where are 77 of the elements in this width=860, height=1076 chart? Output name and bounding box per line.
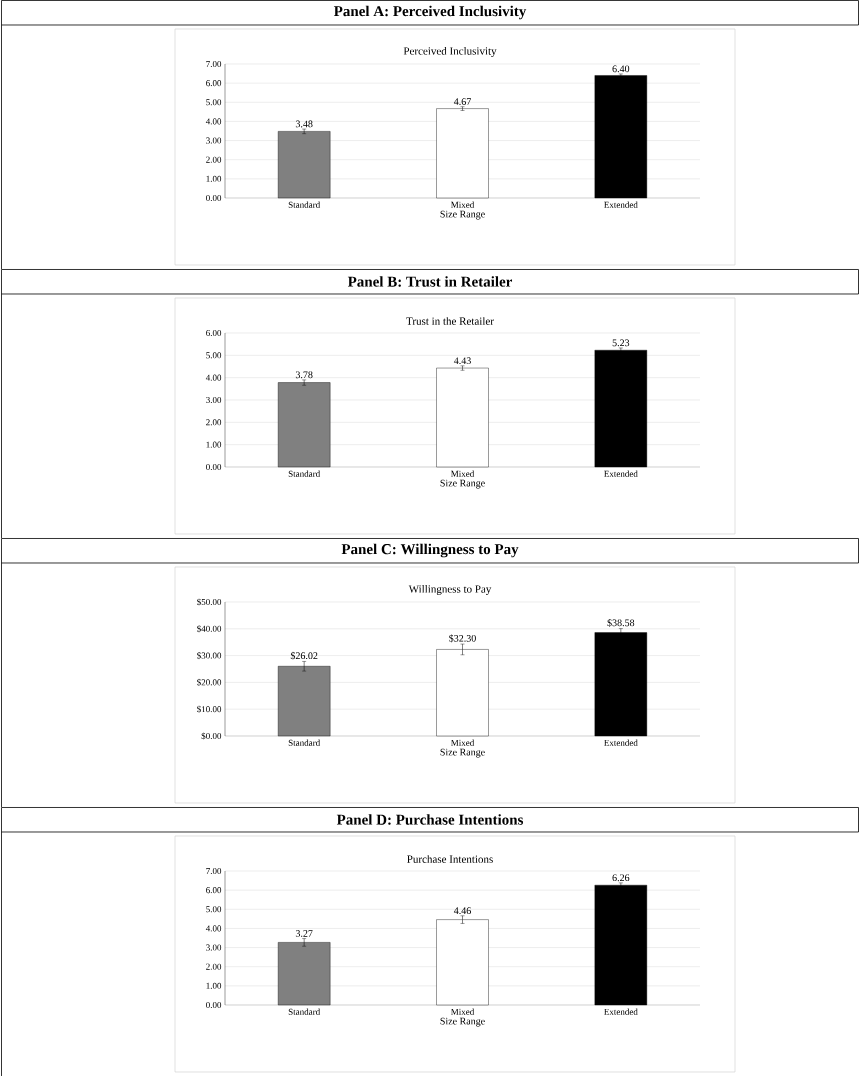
- x-tick-label: Mixed: [451, 739, 475, 746]
- data-label: 5.23: [612, 339, 630, 347]
- y-tick-label: 7.00: [206, 867, 222, 875]
- y-tick-label: 4.00: [205, 374, 222, 381]
- y-tick-label: $20.00: [197, 678, 222, 686]
- data-label: $32.30: [449, 634, 476, 643]
- data-label: 4.43: [453, 357, 471, 365]
- x-tick-label: Standard: [288, 201, 321, 208]
- bar: [277, 131, 331, 199]
- x-tick-label: Standard: [288, 739, 321, 746]
- y-tick-label: $50.00: [197, 598, 222, 606]
- data-label: $26.02: [290, 651, 318, 660]
- y-tick-label: 0.00: [206, 1001, 222, 1009]
- x-axis-title: Size Range: [440, 479, 485, 489]
- y-tick-label: 6.00: [206, 887, 222, 894]
- x-tick-label: Extended: [604, 739, 638, 746]
- data-label: 4.46: [453, 907, 471, 915]
- data-label: 6.40: [612, 65, 630, 73]
- y-tick-label: $0.00: [201, 732, 222, 740]
- data-label: 4.67: [453, 98, 471, 105]
- bar: [436, 649, 489, 737]
- y-tick-label: 1.00: [206, 982, 222, 989]
- y-tick-label: 3.00: [206, 137, 222, 144]
- chart-title: Panel A: Perceived Inclusivity: [333, 5, 527, 20]
- data-label: 3.78: [295, 371, 313, 379]
- y-tick-label: 6.00: [206, 80, 222, 87]
- y-tick-label: 5.00: [206, 906, 222, 913]
- chart-title: Panel C: Willingness to Pay: [341, 543, 519, 558]
- y-tick-label: 1.00: [206, 175, 222, 182]
- y-tick-label: 5.00: [206, 352, 222, 359]
- y-tick-label: $10.00: [197, 705, 222, 713]
- y-tick-label: 4.00: [205, 925, 222, 932]
- data-label: 6.26: [612, 874, 630, 882]
- y-tick-label: $30.00: [197, 651, 222, 660]
- bar: [594, 349, 648, 468]
- bar: [594, 884, 648, 1006]
- chart-subtitle: Purchase Intentions: [407, 855, 493, 863]
- y-tick-label: 0.00: [206, 194, 222, 202]
- x-tick-label: Standard: [288, 470, 321, 477]
- bar: [594, 75, 648, 199]
- y-tick-label: 3.00: [206, 944, 222, 951]
- x-tick-label: Mixed: [451, 201, 475, 208]
- x-tick-label: Extended: [604, 201, 638, 208]
- y-tick-label: 5.00: [206, 99, 222, 106]
- bar: [277, 382, 331, 468]
- x-axis-title: Size Range: [440, 748, 485, 758]
- chart-subtitle: Perceived Inclusivity: [403, 47, 497, 57]
- chart-subtitle: Willingness to Pay: [408, 585, 492, 595]
- bar: [277, 666, 331, 737]
- y-tick-label: 2.00: [206, 963, 222, 970]
- x-tick-label: Mixed: [451, 1008, 475, 1015]
- y-tick-label: $40.00: [197, 625, 222, 633]
- x-tick-label: Mixed: [451, 470, 475, 477]
- bar: [436, 919, 489, 1006]
- y-tick-label: 2.00: [206, 419, 222, 426]
- chart-title: Panel D: Purchase Intentions: [336, 814, 524, 825]
- bar: [277, 942, 331, 1006]
- data-label: 3.48: [295, 120, 313, 128]
- y-tick-label: 6.00: [206, 329, 222, 337]
- y-tick-label: 1.00: [206, 441, 222, 448]
- x-tick-label: Extended: [604, 470, 638, 477]
- x-tick-label: Extended: [604, 1008, 638, 1015]
- y-tick-label: 2.00: [206, 156, 222, 163]
- chart-subtitle: Trust in the Retailer: [406, 317, 494, 325]
- bar: [436, 367, 489, 468]
- x-tick-label: Standard: [288, 1008, 321, 1015]
- y-tick-label: 0.00: [206, 463, 222, 471]
- chart-title: Panel B: Trust in Retailer: [347, 276, 513, 287]
- y-tick-label: 3.00: [206, 396, 222, 404]
- y-tick-label: 7.00: [206, 60, 222, 68]
- y-tick-label: 4.00: [205, 118, 222, 125]
- bar: [594, 632, 648, 737]
- x-axis-title: Size Range: [440, 210, 485, 220]
- data-label: 3.27: [295, 930, 313, 937]
- data-label: $38.58: [607, 618, 635, 627]
- bar: [436, 108, 489, 199]
- x-axis-title: Size Range: [440, 1017, 485, 1027]
